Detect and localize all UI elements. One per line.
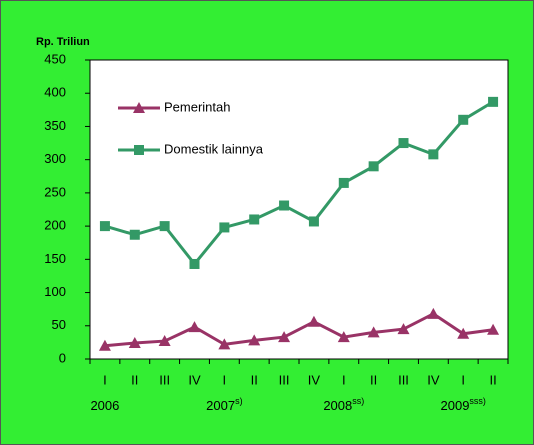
marker: [308, 216, 319, 227]
marker: [487, 323, 500, 335]
marker: [99, 221, 110, 232]
marker: [249, 214, 260, 225]
chart-title: Rp. Triliun: [36, 36, 90, 48]
marker: [134, 145, 144, 155]
x-tick-label: I: [223, 372, 227, 387]
group-year: 2006: [90, 398, 119, 413]
marker: [488, 96, 499, 107]
marker: [428, 149, 439, 160]
y-tick-label: 200: [44, 218, 66, 233]
y-tick-label: 150: [44, 251, 66, 266]
marker: [129, 229, 140, 240]
group-label: 2006: [90, 398, 119, 413]
y-tick-label: 350: [44, 118, 66, 133]
plot-area: [89, 59, 509, 360]
group-year: 2008: [323, 398, 352, 413]
marker: [98, 339, 111, 351]
x-tick-label: III: [279, 372, 290, 387]
marker: [248, 334, 261, 346]
marker: [367, 326, 380, 338]
x-tick-label: II: [131, 372, 138, 387]
marker: [338, 177, 349, 188]
x-tick-label: I: [461, 372, 465, 387]
group-label: 2008ss): [323, 396, 364, 413]
marker: [398, 138, 409, 149]
marker: [128, 337, 141, 349]
legend-label: Pemerintah: [164, 99, 230, 114]
x-tick-label: II: [251, 372, 258, 387]
x-tick-label: II: [489, 372, 496, 387]
marker: [219, 222, 230, 233]
x-tick-label: IV: [427, 372, 440, 387]
y-tick-label: 100: [44, 284, 66, 299]
marker: [368, 161, 379, 172]
marker: [159, 221, 170, 232]
marker: [189, 258, 200, 269]
y-tick-label: 0: [59, 350, 66, 365]
legend-label: Domestik lainnya: [164, 141, 264, 156]
y-tick-label: 50: [52, 317, 66, 332]
series-line: [104, 312, 494, 348]
group-year: 2007: [206, 398, 235, 413]
marker: [278, 331, 291, 343]
x-tick-label: I: [103, 372, 107, 387]
marker: [133, 102, 145, 113]
marker: [427, 307, 440, 319]
x-tick-label: II: [370, 372, 377, 387]
y-tick-label: 250: [44, 184, 66, 199]
marker: [158, 335, 171, 347]
group-note: sss): [469, 396, 486, 406]
x-tick-label: I: [342, 372, 346, 387]
group-note: ss): [352, 396, 364, 406]
x-tick-label: III: [398, 372, 409, 387]
marker: [397, 323, 410, 335]
marker: [457, 327, 470, 339]
y-tick-label: 300: [44, 151, 66, 166]
group-year: 2009: [441, 398, 470, 413]
group-label: 2007s): [206, 396, 242, 413]
x-tick-label: IV: [188, 372, 201, 387]
x-tick-label: III: [159, 372, 170, 387]
group-label: 2009sss): [441, 396, 486, 413]
marker: [218, 338, 231, 350]
y-tick-label: 450: [44, 51, 66, 66]
marker: [307, 315, 320, 327]
marker: [337, 331, 350, 343]
x-tick-label: IV: [308, 372, 321, 387]
y-tick-label: 400: [44, 85, 66, 100]
marker: [279, 200, 290, 211]
group-note: s): [235, 396, 243, 406]
marker: [458, 114, 469, 125]
marker: [188, 321, 201, 333]
